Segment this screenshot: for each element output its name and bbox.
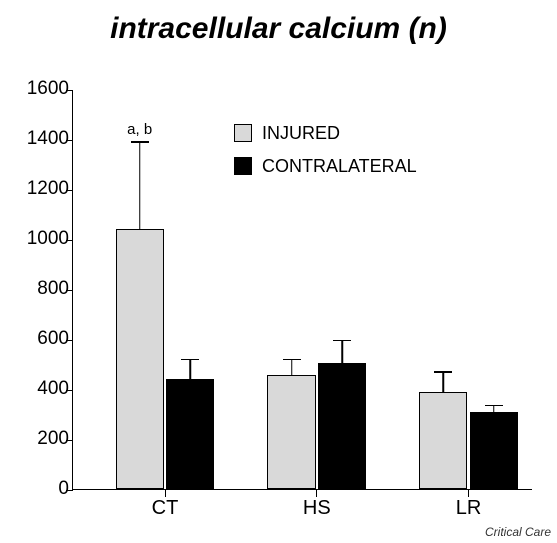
legend: INJURED CONTRALATERAL (234, 123, 417, 189)
y-tick-label: 800 (37, 278, 69, 300)
x-tick-mark (468, 490, 469, 497)
y-tick-mark (66, 140, 73, 141)
y-tick-label: 600 (37, 328, 69, 350)
error-bar (139, 142, 141, 230)
bar (419, 392, 467, 490)
y-tick-mark (66, 190, 73, 191)
bar (318, 363, 366, 489)
error-cap (434, 371, 452, 373)
y-tick-mark (66, 490, 73, 491)
plot-area: 02004006008001000120014001600CTHSLRa, bI… (72, 90, 532, 490)
legend-swatch (234, 124, 252, 142)
error-bar (190, 359, 192, 379)
legend-item: CONTRALATERAL (234, 156, 417, 177)
bar (166, 379, 214, 489)
chart-title: intracellular calcium (n) (0, 12, 557, 46)
legend-label: CONTRALATERAL (262, 156, 417, 177)
y-tick-label: 1400 (27, 128, 69, 150)
error-cap (283, 359, 301, 361)
error-bar (291, 359, 293, 375)
y-tick-mark (66, 390, 73, 391)
y-tick-mark (66, 240, 73, 241)
error-cap (333, 340, 351, 342)
error-bar (341, 340, 343, 363)
x-tick-mark (316, 490, 317, 497)
error-bar (443, 372, 445, 392)
y-tick-label: 400 (37, 378, 69, 400)
x-tick-label: LR (456, 497, 482, 520)
bar (267, 375, 315, 489)
legend-item: INJURED (234, 123, 417, 144)
credit-text: Critical Care (485, 525, 551, 539)
y-tick-mark (66, 440, 73, 441)
bar (116, 229, 164, 489)
x-tick-label: CT (152, 497, 179, 520)
x-tick-label: HS (303, 497, 331, 520)
y-tick-label: 1000 (27, 228, 69, 250)
y-tick-mark (66, 90, 73, 91)
annotation: a, b (127, 121, 152, 138)
y-tick-mark (66, 340, 73, 341)
y-tick-label: 1600 (27, 78, 69, 100)
error-cap (181, 359, 199, 361)
y-tick-label: 200 (37, 428, 69, 450)
error-cap (131, 141, 149, 143)
x-tick-mark (165, 490, 166, 497)
bar (470, 412, 518, 490)
legend-label: INJURED (262, 123, 340, 144)
error-cap (485, 405, 503, 407)
y-tick-mark (66, 290, 73, 291)
chart-area: 02004006008001000120014001600CTHSLRa, bI… (72, 90, 532, 490)
legend-swatch (234, 157, 252, 175)
y-tick-label: 1200 (27, 178, 69, 200)
